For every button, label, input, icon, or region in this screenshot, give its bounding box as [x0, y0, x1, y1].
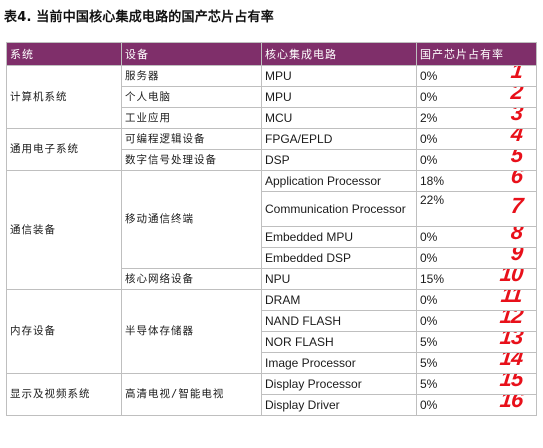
rate-cell: 0% 8: [416, 226, 537, 248]
handwritten-row-number: 5: [509, 149, 524, 168]
ic-cell: Embedded DSP: [261, 247, 417, 269]
rate-cell: 2% 3: [416, 107, 537, 129]
rate-cell: 5% 15: [416, 373, 537, 395]
ic-cell: DRAM: [261, 289, 417, 311]
handwritten-row-number: 16: [498, 394, 524, 413]
header-device: 设备: [121, 42, 262, 66]
table-row: 工业应用 MCU 2% 3: [7, 107, 537, 129]
rate-cell: 0% 1: [416, 65, 537, 87]
device-cell-programmable-logic: 可编程逻辑设备: [121, 128, 262, 150]
ic-cell: NOR FLASH: [261, 331, 417, 353]
system-cell-computer: 计算机系统: [6, 65, 122, 129]
table-row: 显示及视频系统 高清电视/智能电视 Display Processor 5% 15: [6, 373, 537, 416]
table-header-row: 系统 设备 核心集成电路 国产芯片占有率: [6, 42, 537, 66]
system-cell-memory: 内存设备: [6, 289, 122, 374]
rate-value: 0%: [420, 152, 438, 167]
rate-cell: 18% 6: [416, 170, 537, 192]
rate-value: 5%: [420, 355, 438, 370]
table-caption: 表4. 当前中国核心集成电路的国产芯片占有率: [4, 10, 274, 25]
device-cell-mobile-terminal: 移动通信终端: [121, 170, 262, 269]
ic-cell: MCU: [261, 107, 417, 129]
rate-cell: 0% 9: [416, 247, 537, 269]
device-cell-semiconductor-storage: 半导体存储器: [121, 289, 262, 374]
rate-cell: 0% 4: [416, 128, 537, 150]
device-cell-dsp: 数字信号处理设备: [121, 149, 262, 171]
rate-value: 0%: [420, 131, 438, 146]
header-domestic-share: 国产芯片占有率: [416, 42, 537, 66]
rate-cell: 15% 10: [416, 268, 537, 290]
ic-cell: FPGA/EPLD: [261, 128, 417, 150]
handwritten-row-number: 2: [509, 86, 524, 105]
rate-value: 0%: [420, 68, 438, 83]
rate-cell: 0% 5: [416, 149, 537, 171]
handwritten-row-number: 4: [509, 128, 524, 147]
rate-cell: 5% 13: [416, 331, 537, 353]
header-core-ic: 核心集成电路: [261, 42, 417, 66]
device-cell-industrial: 工业应用: [121, 107, 262, 129]
rate-value: 0%: [420, 313, 438, 328]
table-row: Communication Processor 22% 7: [7, 191, 537, 227]
device-cell-hd-tv: 高清电视/智能电视: [121, 373, 262, 416]
rate-cell: 0% 12: [416, 310, 537, 332]
ic-cell: Display Driver: [261, 394, 417, 416]
rate-cell: 0% 2: [416, 86, 537, 108]
ic-market-share-table: 系统 设备 核心集成电路 国产芯片占有率 计算机系统 服务器 MPU 0% 1 个…: [6, 42, 537, 416]
ic-cell: NPU: [261, 268, 417, 290]
ic-cell: Application Processor: [261, 170, 417, 192]
rate-value: 0%: [420, 397, 438, 412]
handwritten-row-number: 7: [509, 193, 524, 218]
rate-value: 0%: [420, 250, 438, 265]
handwritten-row-number: 6: [509, 170, 524, 189]
table-row: 内存设备 半导体存储器 DRAM 0% 11: [6, 289, 537, 374]
table-row: 计算机系统 服务器 MPU 0% 1: [6, 65, 537, 129]
device-cell-server: 服务器: [121, 65, 262, 87]
handwritten-row-number: 13: [498, 331, 524, 350]
system-cell-display: 显示及视频系统: [6, 373, 122, 416]
ic-cell: DSP: [261, 149, 417, 171]
handwritten-row-number: 11: [499, 289, 524, 308]
rate-value: 0%: [420, 229, 438, 244]
ic-cell: MPU: [261, 86, 417, 108]
table-row: NOR FLASH 5% 13: [7, 331, 537, 353]
handwritten-row-number: 1: [509, 65, 524, 84]
device-cell-pc: 个人电脑: [121, 86, 262, 108]
handwritten-row-number: 10: [498, 268, 524, 287]
ic-cell: Image Processor: [261, 352, 417, 374]
handwritten-row-number: 15: [498, 373, 524, 392]
rate-cell: 0% 16: [416, 394, 537, 416]
handwritten-row-number: 14: [498, 352, 524, 371]
handwritten-row-number: 12: [498, 310, 524, 329]
rate-value: 2%: [420, 110, 438, 125]
handwritten-row-number: 9: [509, 247, 524, 266]
handwritten-row-number: 3: [509, 107, 524, 126]
rate-value: 18%: [420, 173, 445, 188]
rate-value: 0%: [420, 89, 438, 104]
rate-cell: 5% 14: [416, 352, 537, 374]
header-system: 系统: [6, 42, 122, 66]
rate-value: 0%: [420, 292, 438, 307]
system-cell-communication: 通信装备: [6, 170, 122, 290]
system-cell-general-electronics: 通用电子系统: [6, 128, 122, 171]
ic-cell: Communication Processor: [261, 191, 417, 227]
ic-cell: Embedded MPU: [261, 226, 417, 248]
rate-value: 15%: [420, 271, 445, 286]
table-row: 核心网络设备 NPU 15% 10: [7, 268, 537, 290]
ic-cell: Display Processor: [261, 373, 417, 395]
rate-cell: 22% 7: [416, 191, 537, 227]
rate-value: 5%: [420, 376, 438, 391]
ic-cell: NAND FLASH: [261, 310, 417, 332]
table-row: 通用电子系统 可编程逻辑设备 FPGA/EPLD 0% 4: [6, 128, 537, 171]
table-row: Image Processor 5% 14: [7, 352, 537, 374]
rate-value: 22%: [420, 193, 445, 207]
table-row: Embedded MPU 0% 8: [7, 226, 537, 248]
ic-cell: MPU: [261, 65, 417, 87]
rate-cell: 0% 11: [416, 289, 537, 311]
table-row: Display Driver 0% 16: [7, 394, 537, 416]
table-row: 通信装备 移动通信终端 Application Processor 18% 6: [6, 170, 537, 290]
rate-value: 5%: [420, 334, 438, 349]
device-cell-core-network: 核心网络设备: [121, 268, 262, 290]
handwritten-row-number: 8: [509, 226, 524, 245]
